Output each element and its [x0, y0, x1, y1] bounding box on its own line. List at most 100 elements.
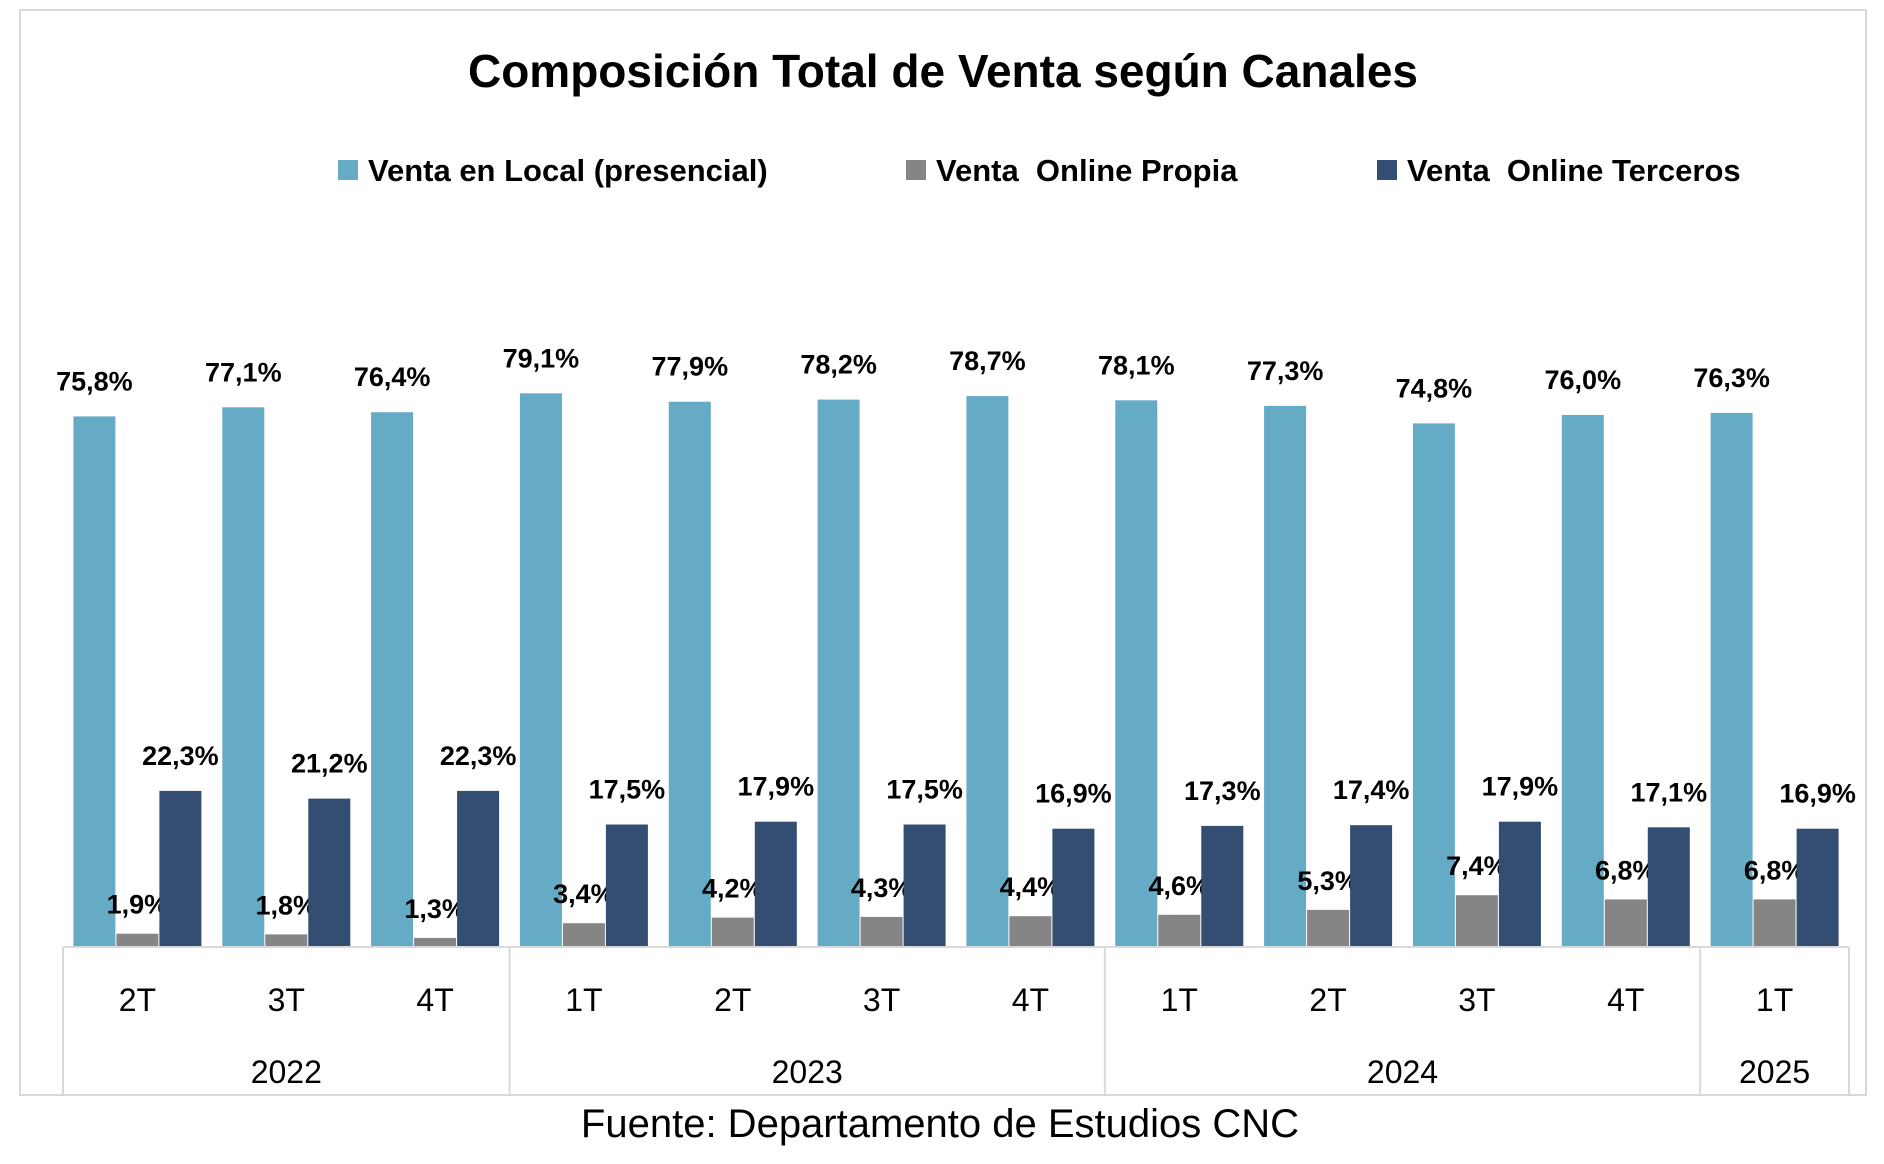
x-tick-label: 1T: [1756, 982, 1793, 1018]
bar-online-propia: [1307, 909, 1350, 947]
data-label-local: 78,2%: [800, 350, 877, 380]
bar-online-terceros: [308, 798, 351, 947]
data-label-online-terceros: 17,9%: [1482, 772, 1559, 802]
bar-online-terceros: [1498, 821, 1541, 947]
year-group-label: 2025: [1739, 1054, 1810, 1090]
x-tick-label: 1T: [565, 982, 602, 1018]
data-label-local: 79,1%: [503, 343, 580, 373]
x-tick-label: 2T: [714, 982, 751, 1018]
data-label-online-terceros: 16,9%: [1035, 779, 1112, 809]
bar-online-terceros: [605, 824, 648, 947]
data-label-online-propia: 4,3%: [851, 873, 913, 903]
data-label-local: 76,3%: [1693, 363, 1770, 393]
bar-online-terceros: [754, 821, 797, 947]
legend-label-local: Venta en Local (presencial): [368, 153, 768, 188]
data-label-online-propia: 6,8%: [1744, 855, 1806, 885]
x-tick-label: 2T: [1309, 982, 1346, 1018]
bar-local: [966, 396, 1009, 948]
legend-swatch-online-terceros: [1377, 160, 1397, 180]
bar-online-propia: [1753, 899, 1796, 947]
bar-local: [73, 416, 116, 947]
data-label-online-propia: 4,6%: [1149, 871, 1211, 901]
data-label-online-propia: 5,3%: [1297, 866, 1359, 896]
x-tick-label: 4T: [1012, 982, 1049, 1018]
bar-local: [817, 399, 860, 948]
data-label-online-terceros: 17,4%: [1333, 775, 1410, 805]
data-label-local: 78,1%: [1098, 350, 1175, 380]
bar-local: [1412, 423, 1455, 947]
data-label-online-propia: 7,4%: [1446, 851, 1508, 881]
bar-local: [1115, 400, 1158, 947]
legend-label-online-propia: Venta Online Propia: [936, 153, 1238, 188]
bar-online-propia: [1009, 916, 1052, 947]
bar-online-terceros: [903, 824, 946, 947]
bar-online-terceros: [1796, 828, 1839, 947]
data-label-online-propia: 1,3%: [404, 894, 466, 924]
bar-local: [371, 412, 414, 947]
data-label-online-terceros: 17,3%: [1184, 776, 1261, 806]
bar-local: [222, 407, 265, 947]
data-label-local: 77,9%: [652, 352, 729, 382]
data-label-online-terceros: 17,9%: [738, 772, 815, 802]
bar-online-terceros: [1647, 827, 1690, 947]
bar-online-propia: [562, 923, 605, 947]
bar-online-propia: [414, 937, 457, 947]
bar-online-propia: [116, 933, 159, 947]
year-group-label: 2022: [251, 1054, 322, 1090]
data-label-online-terceros: 17,5%: [589, 775, 666, 805]
bar-online-propia: [711, 917, 754, 947]
plot-area: 75,8% 1,9% 22,3% 77,1% 1,8% 21,2% 76,4% 1,3% 22,…: [56, 343, 1856, 948]
category-axis: 2T 3T 4T 1T 2T 3T 4T 1T 2T 3T 4T 1T 2022 2023 2024 2025: [62, 946, 1850, 1095]
data-label-online-terceros: 17,5%: [886, 775, 963, 805]
bar-local: [1561, 415, 1604, 947]
data-label-online-propia: 4,4%: [1000, 872, 1062, 902]
data-label-local: 77,1%: [205, 357, 282, 387]
data-label-local: 75,8%: [56, 366, 133, 396]
bar-online-terceros: [1201, 825, 1244, 947]
bar-local: [519, 393, 562, 947]
bar-online-propia: [1158, 914, 1201, 947]
data-label-online-propia: 4,2%: [702, 874, 764, 904]
data-label-local: 76,4%: [354, 362, 431, 392]
year-group-label: 2023: [772, 1054, 843, 1090]
x-tick-label: 2T: [119, 982, 156, 1018]
bar-online-propia: [1455, 895, 1498, 947]
bar-online-propia: [1604, 899, 1647, 947]
bar-online-propia: [860, 916, 903, 947]
x-tick-label: 4T: [416, 982, 453, 1018]
data-label-local: 76,0%: [1545, 365, 1622, 395]
data-label-online-terceros: 21,2%: [291, 749, 368, 779]
data-label-online-propia: 6,8%: [1595, 855, 1657, 885]
bar-online-terceros: [1350, 825, 1393, 947]
data-label-online-propia: 1,9%: [107, 890, 169, 920]
data-label-local: 77,3%: [1247, 356, 1324, 386]
source-note: Fuente: Departamento de Estudios CNC: [581, 1102, 1299, 1146]
data-label-online-terceros: 22,3%: [440, 741, 517, 771]
bar-online-terceros: [159, 790, 202, 947]
data-label-online-terceros: 22,3%: [142, 741, 219, 771]
x-tick-label: 3T: [863, 982, 900, 1018]
bar-online-terceros: [1052, 828, 1095, 947]
data-label-local: 78,7%: [949, 346, 1026, 376]
data-label-online-terceros: 17,1%: [1631, 777, 1708, 807]
legend-swatch-online-propia: [906, 160, 926, 180]
data-label-online-terceros: 16,9%: [1779, 779, 1856, 809]
x-tick-label: 1T: [1161, 982, 1198, 1018]
bar-local: [1264, 405, 1307, 947]
data-label-online-propia: 3,4%: [553, 879, 615, 909]
chart-title: Composición Total de Venta según Canales: [468, 45, 1418, 97]
x-tick-label: 4T: [1607, 982, 1644, 1018]
legend: Venta en Local (presencial) Venta Online…: [338, 153, 1741, 188]
data-label-local: 74,8%: [1396, 373, 1473, 403]
bar-online-terceros: [457, 790, 500, 947]
year-group-label: 2024: [1367, 1054, 1438, 1090]
legend-swatch-local: [338, 160, 358, 180]
bar-local: [668, 401, 711, 947]
bar-local: [1710, 412, 1753, 947]
x-tick-label: 3T: [1458, 982, 1495, 1018]
legend-label-online-terceros: Venta Online Terceros: [1407, 153, 1741, 188]
bar-online-propia: [265, 934, 308, 947]
x-tick-label: 3T: [268, 982, 305, 1018]
data-label-online-propia: 1,8%: [256, 890, 318, 920]
